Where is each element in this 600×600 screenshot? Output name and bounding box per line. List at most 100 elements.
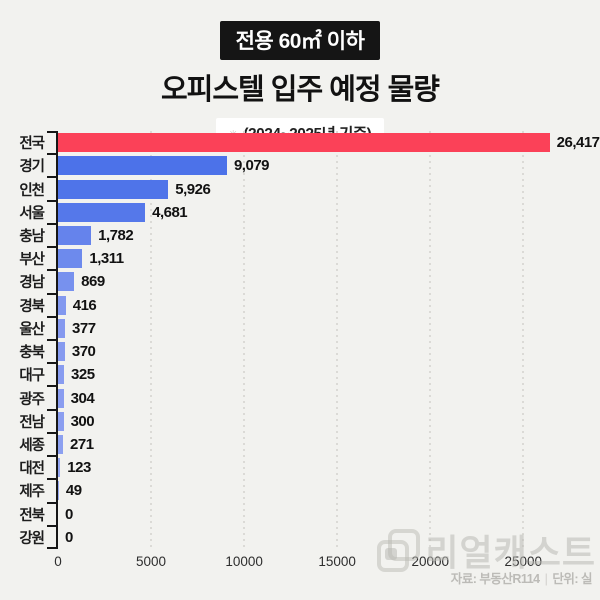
y-tick [47, 153, 56, 156]
value-label: 0 [65, 505, 73, 523]
value-label: 370 [71, 343, 96, 361]
value-label: 9,079 [233, 157, 270, 175]
x-tick-label: 15000 [318, 554, 356, 569]
y-tick [47, 385, 56, 388]
value-label: 325 [71, 366, 95, 384]
bar [58, 365, 65, 385]
bar-row: 강원 0 [19, 526, 594, 549]
x-tick-label: 10000 [225, 554, 263, 569]
value-label: 1,782 [98, 226, 134, 244]
bar [58, 272, 75, 292]
bar [58, 249, 83, 269]
y-tick [47, 176, 56, 179]
bar-row: 전남 300 [19, 410, 594, 433]
category-label: 세종 [19, 437, 45, 454]
bar-row: 세종 271 [19, 433, 594, 456]
y-tick [47, 292, 56, 295]
x-tick-label: 5000 [136, 554, 167, 569]
bar [58, 481, 59, 501]
bar-row: 경남 869 [19, 270, 594, 293]
x-tick-label: 0 [54, 554, 62, 569]
value-label: 271 [70, 435, 94, 453]
category-label: 강원 [19, 530, 45, 547]
category-label: 충북 [19, 345, 45, 362]
category-label: 경남 [19, 275, 45, 292]
category-label: 서울 [19, 205, 45, 222]
source-text: 자료: 부동산R114 [450, 572, 540, 586]
category-label: 경기 [19, 159, 45, 176]
y-tick [47, 246, 56, 249]
bar [58, 202, 146, 222]
unit-text: 단위: 실 [552, 572, 592, 586]
x-tick-label: 25000 [504, 554, 543, 569]
y-tick [47, 408, 56, 411]
y-tick [47, 269, 56, 272]
y-tick [47, 222, 56, 225]
bar-row: 울산 377 [19, 317, 594, 340]
value-label: 300 [70, 412, 95, 430]
bar [58, 225, 92, 245]
value-label: 49 [65, 482, 82, 500]
source-divider-icon: | [544, 572, 548, 586]
category-label: 대구 [19, 368, 45, 385]
bar [58, 295, 66, 315]
y-tick [47, 524, 56, 527]
gridline [429, 131, 432, 549]
y-tick [47, 455, 56, 458]
bar [58, 133, 550, 153]
gridline [243, 131, 246, 549]
y-tick [47, 431, 56, 434]
bar-row: 부산 1,311 [19, 247, 594, 270]
value-label: 377 [72, 319, 96, 337]
category-label: 광주 [19, 391, 45, 408]
category-label: 대전 [19, 461, 45, 478]
bar-row: 충북 370 [19, 340, 594, 363]
source-note: 자료: 부동산R114 | 단위: 실 [450, 568, 593, 587]
title-badge: 전용 60㎡ 이하 [219, 21, 381, 60]
header: 전용 60㎡ 이하 오피스텔 입주 예정 물량 ✳(2024~2025년 기준) [0, 0, 600, 149]
bar [58, 411, 64, 431]
value-label: 869 [81, 273, 105, 291]
bar [58, 179, 169, 199]
bar-row: 서울 4,681 [19, 201, 594, 224]
category-label: 전남 [19, 414, 45, 431]
y-tick [47, 131, 56, 133]
gridline [336, 131, 339, 549]
bar-row: 전북 0 [19, 503, 594, 526]
bar-row: 경기 9,079 [19, 154, 594, 177]
gridline [522, 131, 525, 549]
category-label: 전국 [19, 136, 45, 153]
y-tick [47, 501, 56, 504]
category-label: 인천 [19, 182, 45, 199]
bar-row: 인천 5,926 [19, 177, 594, 200]
bar-row: 제주 49 [19, 479, 594, 502]
y-tick [47, 362, 56, 365]
y-tick [47, 315, 56, 318]
value-label: 0 [65, 528, 73, 546]
page-title: 오피스텔 입주 예정 물량 [161, 74, 440, 106]
category-label: 충남 [19, 228, 45, 245]
value-label: 416 [72, 296, 97, 314]
category-label: 울산 [19, 321, 45, 338]
value-label: 5,926 [175, 180, 211, 198]
bar-row: 대구 325 [19, 363, 594, 386]
y-tick [47, 339, 56, 341]
y-tick [47, 547, 56, 549]
bar [58, 458, 61, 478]
bar-row: 경북 416 [19, 294, 594, 317]
value-label: 304 [70, 389, 95, 407]
bar-row: 전국 26,417 [19, 131, 600, 154]
category-label: 부산 [19, 252, 45, 269]
bar [58, 388, 64, 408]
y-tick [47, 199, 56, 202]
bar-chart: 전국 26,417 경기 9,079 인천 5,926 서울 4,681 충남 1,782 부산 1,… [19, 131, 600, 569]
x-tick-label: 20000 [411, 554, 449, 569]
category-label: 경북 [19, 298, 45, 315]
bar-row: 대전 123 [19, 456, 594, 479]
value-label: 4,681 [152, 203, 188, 221]
gridline [150, 131, 153, 549]
bar [58, 434, 64, 454]
bar [58, 156, 227, 176]
bar-row: 광주 304 [19, 386, 594, 409]
